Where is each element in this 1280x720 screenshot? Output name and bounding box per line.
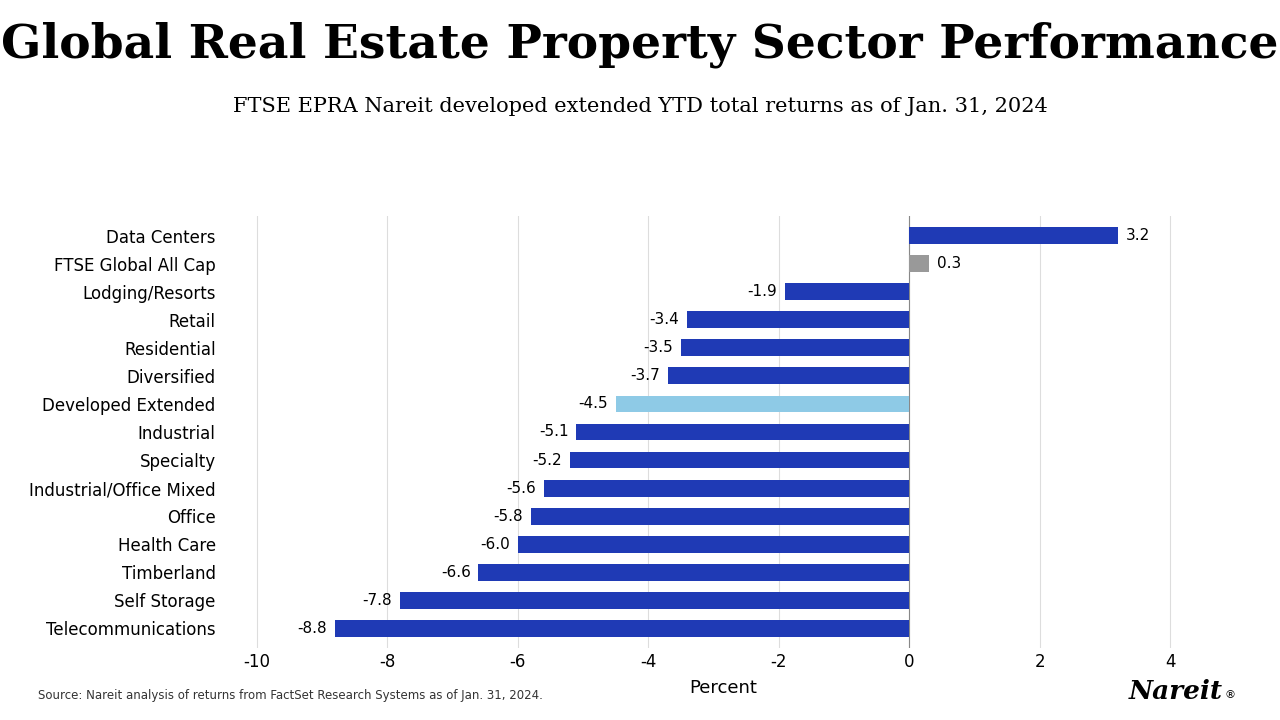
Bar bbox=[681, 339, 909, 356]
Text: -3.4: -3.4 bbox=[650, 312, 680, 328]
Bar bbox=[517, 536, 909, 553]
Text: -6.6: -6.6 bbox=[440, 564, 471, 580]
Text: Source: Nareit analysis of returns from FactSet Research Systems as of Jan. 31, : Source: Nareit analysis of returns from … bbox=[38, 689, 543, 702]
Text: 3.2: 3.2 bbox=[1126, 228, 1149, 243]
Bar bbox=[909, 256, 929, 272]
Text: Nareit: Nareit bbox=[1129, 679, 1222, 704]
Text: -4.5: -4.5 bbox=[579, 397, 608, 411]
Bar bbox=[335, 620, 909, 636]
Bar bbox=[479, 564, 909, 580]
Text: Global Real Estate Property Sector Performance: Global Real Estate Property Sector Perfo… bbox=[1, 22, 1279, 68]
Text: ®: ® bbox=[1225, 690, 1236, 700]
Text: -5.2: -5.2 bbox=[532, 453, 562, 467]
Bar bbox=[785, 284, 909, 300]
X-axis label: Percent: Percent bbox=[689, 679, 758, 697]
Bar bbox=[401, 592, 909, 608]
Bar bbox=[544, 480, 909, 497]
Bar bbox=[616, 395, 909, 413]
Bar bbox=[576, 423, 909, 441]
Bar bbox=[570, 451, 909, 469]
Text: -5.8: -5.8 bbox=[493, 508, 522, 523]
Text: -8.8: -8.8 bbox=[297, 621, 328, 636]
Text: -6.0: -6.0 bbox=[480, 536, 509, 552]
Text: -3.7: -3.7 bbox=[630, 369, 660, 383]
Bar bbox=[909, 228, 1117, 244]
Text: -5.1: -5.1 bbox=[539, 425, 568, 439]
Text: -5.6: -5.6 bbox=[506, 481, 536, 495]
Text: -7.8: -7.8 bbox=[362, 593, 393, 608]
Text: FTSE EPRA Nareit developed extended YTD total returns as of Jan. 31, 2024: FTSE EPRA Nareit developed extended YTD … bbox=[233, 97, 1047, 116]
Text: 0.3: 0.3 bbox=[937, 256, 961, 271]
Text: -3.5: -3.5 bbox=[644, 341, 673, 356]
Text: -1.9: -1.9 bbox=[748, 284, 777, 300]
Bar bbox=[687, 311, 909, 328]
Bar bbox=[668, 367, 909, 384]
Bar bbox=[531, 508, 909, 525]
